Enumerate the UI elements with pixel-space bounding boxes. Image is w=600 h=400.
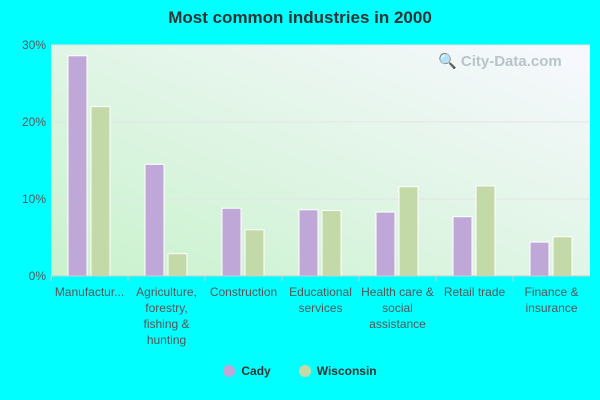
bar-wisconsin[interactable] [244, 229, 265, 277]
bar-cady[interactable] [67, 55, 88, 277]
x-tick-label: Finance & insurance [524, 285, 579, 315]
bar-wisconsin[interactable] [552, 236, 573, 277]
x-tick-label: Agriculture, forestry, fishing & hunting [136, 285, 197, 347]
legend-item[interactable]: Wisconsin [298, 364, 377, 378]
x-tick-label: Manufactur... [54, 285, 125, 299]
x-tick-label: Retail trade [443, 285, 506, 299]
x-tick-label: Construction [209, 285, 278, 299]
legend: Cady Wisconsin [0, 364, 600, 378]
bar-wisconsin[interactable] [321, 210, 342, 277]
watermark-logo: 🔍 City-Data.com [438, 53, 562, 70]
bar-wisconsin[interactable] [167, 253, 188, 277]
bar-cady[interactable] [452, 216, 473, 277]
chart-title: Most common industries in 2000 [168, 8, 432, 27]
x-tick-label: Health care & social assistance [361, 285, 434, 331]
legend-swatch [298, 365, 311, 377]
y-tick-label: 20% [22, 115, 46, 129]
bar-cady[interactable] [144, 163, 165, 277]
y-tick-label: 10% [22, 192, 46, 206]
plot-area [51, 45, 590, 276]
bar-cady[interactable] [298, 209, 319, 277]
legend-label: Wisconsin [316, 364, 377, 378]
legend-swatch [223, 365, 236, 377]
y-tick-label: 0% [29, 269, 47, 283]
bar-cady[interactable] [375, 211, 396, 277]
legend-item[interactable]: Cady [223, 364, 271, 378]
x-tick-label: Educational services [289, 285, 352, 315]
legend-label: Cady [241, 364, 271, 378]
bar-wisconsin[interactable] [398, 186, 419, 277]
bar-cady[interactable] [529, 241, 550, 277]
bar-wisconsin[interactable] [90, 106, 111, 277]
y-tick-label: 30% [22, 38, 46, 52]
bar-cady[interactable] [221, 207, 242, 277]
bar-wisconsin[interactable] [475, 185, 496, 277]
